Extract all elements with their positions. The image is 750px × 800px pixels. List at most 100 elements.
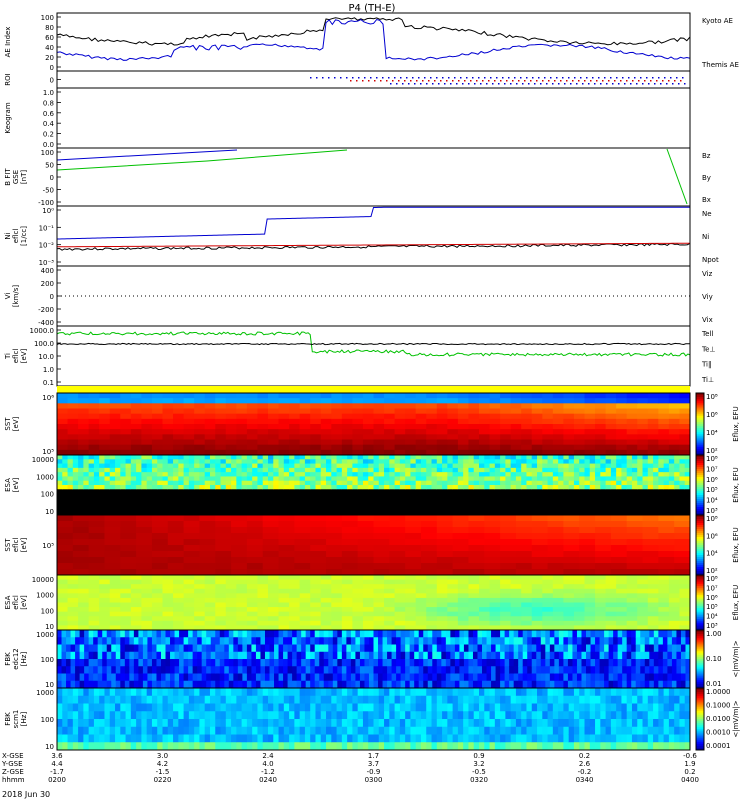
spec2-cb-tick: 10³ (706, 507, 718, 515)
x-tick-t: 0220 (154, 776, 172, 784)
spec4-ytick: 100 (41, 607, 54, 615)
spec1-cb-tick: 10⁸ (706, 393, 718, 401)
spec1-ytick: 10⁶ (42, 394, 54, 402)
x-tick-y: 3.2 (473, 760, 484, 768)
spec4-cb-label: Eflux, EFU (732, 585, 740, 620)
ae-ytick: 60 (45, 34, 54, 42)
spec4-cb-tick: 10⁷ (706, 584, 718, 592)
x-tick-z: -0.5 (472, 768, 486, 776)
x-tick-x: 2.4 (262, 752, 274, 760)
density-ylabel: Ni (4, 232, 12, 239)
yellow-strip (57, 386, 690, 393)
roi-frame (56, 70, 691, 89)
spec2-cb-tick: 10⁴ (706, 497, 718, 505)
ae-legend: Themis AE (701, 61, 739, 69)
keogram-ytick: 0.8 (43, 99, 54, 107)
temp-ylabel: [eV] (20, 348, 28, 363)
fbk2-ylabel: FBK (4, 712, 12, 726)
ae-ytick: 100 (41, 14, 54, 22)
fbk2-frame (56, 687, 691, 751)
date-label: 2018 Jun 30 (2, 790, 50, 799)
spec2-cb-tick: 10⁷ (706, 465, 718, 473)
spec4-colorbar (695, 574, 705, 631)
by-line-end (666, 148, 688, 205)
fbk1-ytick: 100 (41, 656, 54, 664)
spec4-ylabel: ESA (4, 595, 12, 609)
density-ytick: 10⁰ (42, 207, 54, 215)
fbk1-cb-tick: 0.10 (706, 655, 722, 663)
temp-legend: Ti⊥ (701, 376, 714, 384)
spec3-colorbar (695, 514, 705, 576)
fbk1-ylabel: [Hz] (20, 652, 28, 667)
bfit-ylabel: [nT] (20, 170, 28, 184)
spec1-ylabel: [eV] (12, 416, 20, 431)
bfit-ytick: 50 (45, 162, 54, 170)
velocity-ytick: 200 (41, 280, 54, 288)
spec4-cb-tick: 10⁸ (706, 575, 718, 583)
x-tick-z: -0.9 (367, 768, 381, 776)
fbk1-ytick: 10 (45, 681, 54, 689)
roi-ytick: 0 (50, 77, 54, 85)
x-tick-y: 1.9 (684, 760, 695, 768)
x-tick-z: -0.2 (578, 768, 592, 776)
spec2-ytick: 10 (45, 508, 54, 516)
temp-ytick: 1000.0 (30, 327, 55, 335)
temp-ylabel: Ti (4, 353, 12, 360)
fbk2-cb-tick: 1.0000 (706, 688, 731, 696)
density-frame (56, 205, 691, 267)
density-ytick: 10⁻³ (39, 259, 55, 267)
bfit-ytick: 0 (50, 174, 54, 182)
fbk1-ytick: 1000 (36, 631, 54, 639)
fbk2-ytick: 10 (45, 743, 54, 751)
ae-ytick: 0 (50, 64, 54, 72)
spec4-cb-tick: 10⁶ (706, 594, 718, 602)
spec3-ylabel: eflcl (12, 538, 20, 553)
plot-title: P4 (TH-E) (349, 3, 396, 14)
temp-legend: Tell (701, 330, 713, 338)
keogram-frame (56, 87, 691, 149)
x-axis-labels: X-GSEY-GSEZ-GSEhhmm3.64.4-1.702003.04.2-… (1, 752, 699, 784)
spec4-ytick: 10 (45, 623, 54, 631)
spec4-cb-tick: 10⁴ (706, 613, 718, 621)
fbk2-cb-tick: 0.0010 (706, 729, 731, 737)
spec4-ytick: 1000 (36, 592, 54, 600)
ae-ytick: 40 (45, 44, 54, 52)
spec4-ylabel: eflcl (12, 595, 20, 610)
temp-ytick: 1.0 (43, 366, 54, 374)
velocity-legend: Viy (702, 293, 713, 301)
bfit-frame (56, 147, 691, 207)
spec1-cb-tick: 10² (706, 447, 718, 455)
ne-line (56, 242, 691, 248)
temp-ytick: 100.0 (34, 340, 54, 348)
keogram-ytick: 1.0 (43, 89, 54, 97)
x-tick-t: 0300 (365, 776, 383, 784)
fbk1-ylabel: FBK (4, 652, 12, 666)
spec4-ylabel: [eV] (20, 595, 28, 610)
tell-line (56, 342, 691, 346)
spec2-ylabel: [eV] (12, 477, 20, 492)
spec3-spectrogram (57, 515, 691, 576)
bfit-ytick: -100 (38, 199, 54, 207)
ni-line (56, 206, 690, 240)
x-tick-x: 3.6 (51, 752, 63, 760)
spec4-spectrogram (57, 575, 691, 631)
fbk1-cb-tick: 0.01 (706, 680, 722, 688)
bfit-legend: By (702, 174, 711, 182)
x-tick-y: 4.0 (262, 760, 273, 768)
fbk1-ylabel: edc12 (12, 648, 20, 670)
fbk2-ytick: 100 (41, 716, 54, 724)
spec2-ytick: 1000 (36, 473, 54, 481)
fbk1-spectrogram (57, 630, 691, 689)
ti-para-line (56, 331, 691, 357)
x-tick-t: 0240 (259, 776, 277, 784)
spec2-cb-label: Eflux, EFU (732, 467, 740, 502)
spec1-cb-label: Eflux, EFU (732, 406, 740, 441)
spec1-colorbar (695, 392, 705, 456)
spec1-ylabel: SST (4, 417, 12, 431)
x-tick-z: -1.7 (50, 768, 64, 776)
x-tick-x: 0.9 (473, 752, 484, 760)
x-tick-t: 0320 (470, 776, 488, 784)
fbk1-cb-label: <|mV/m|> (732, 640, 740, 677)
spec1-ytick: 10⁵ (42, 448, 54, 456)
ae-frame (56, 12, 691, 72)
